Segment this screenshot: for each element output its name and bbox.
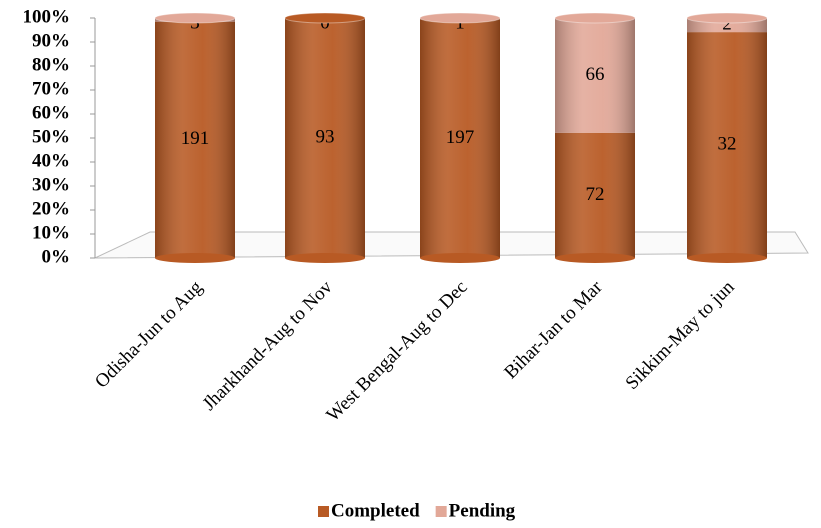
bar-shade [555, 18, 635, 133]
bar-base [285, 253, 365, 263]
bar-shade [555, 132, 635, 258]
x-tick-label: Odisha-Jun to Aug [91, 276, 207, 392]
bar-cap [554, 12, 636, 24]
bar-base [555, 253, 635, 263]
bar-base [687, 253, 767, 263]
y-tick-label: 10% [32, 222, 70, 243]
value-label: 32 [718, 133, 737, 154]
x-tick-label: Bihar-Jan to Mar [500, 276, 607, 383]
legend-swatch [318, 506, 329, 517]
y-tick-label: 0% [42, 246, 71, 267]
bar-shade [420, 19, 500, 258]
value-label: 72 [586, 184, 605, 205]
x-tick-label: West Bengal-Aug to Dec [322, 277, 471, 426]
y-tick-label: 100% [23, 6, 71, 27]
x-tick-label: Jharkhand-Aug to Nov [199, 276, 337, 414]
bar-cap [419, 12, 501, 24]
bar-shade [285, 18, 365, 258]
value-label: 93 [316, 126, 335, 147]
bar-cap [284, 12, 366, 24]
legend-label: Pending [449, 500, 516, 521]
value-label: 2 [722, 13, 732, 34]
y-tick-label: 60% [32, 102, 70, 123]
bar-cap [154, 12, 236, 24]
y-tick-label: 50% [32, 126, 70, 147]
legend-swatch [435, 506, 447, 517]
value-label: 66 [586, 64, 605, 85]
value-label: 191 [181, 128, 210, 149]
y-tick-label: 40% [32, 150, 70, 171]
value-label: 197 [446, 127, 475, 148]
bar-shade [687, 32, 767, 258]
x-tick-label: Sikkim-May to jun [622, 276, 739, 393]
y-tick-label: 80% [32, 54, 70, 75]
legend-label: Completed [331, 500, 420, 521]
y-tick-label: 70% [32, 78, 70, 99]
bar-cap [686, 12, 768, 24]
bar-base [155, 253, 235, 263]
y-tick-label: 30% [32, 174, 70, 195]
y-tick-label: 20% [32, 198, 70, 219]
y-tick-label: 90% [32, 30, 70, 51]
bar-base [420, 253, 500, 263]
bar-shade [155, 21, 235, 259]
